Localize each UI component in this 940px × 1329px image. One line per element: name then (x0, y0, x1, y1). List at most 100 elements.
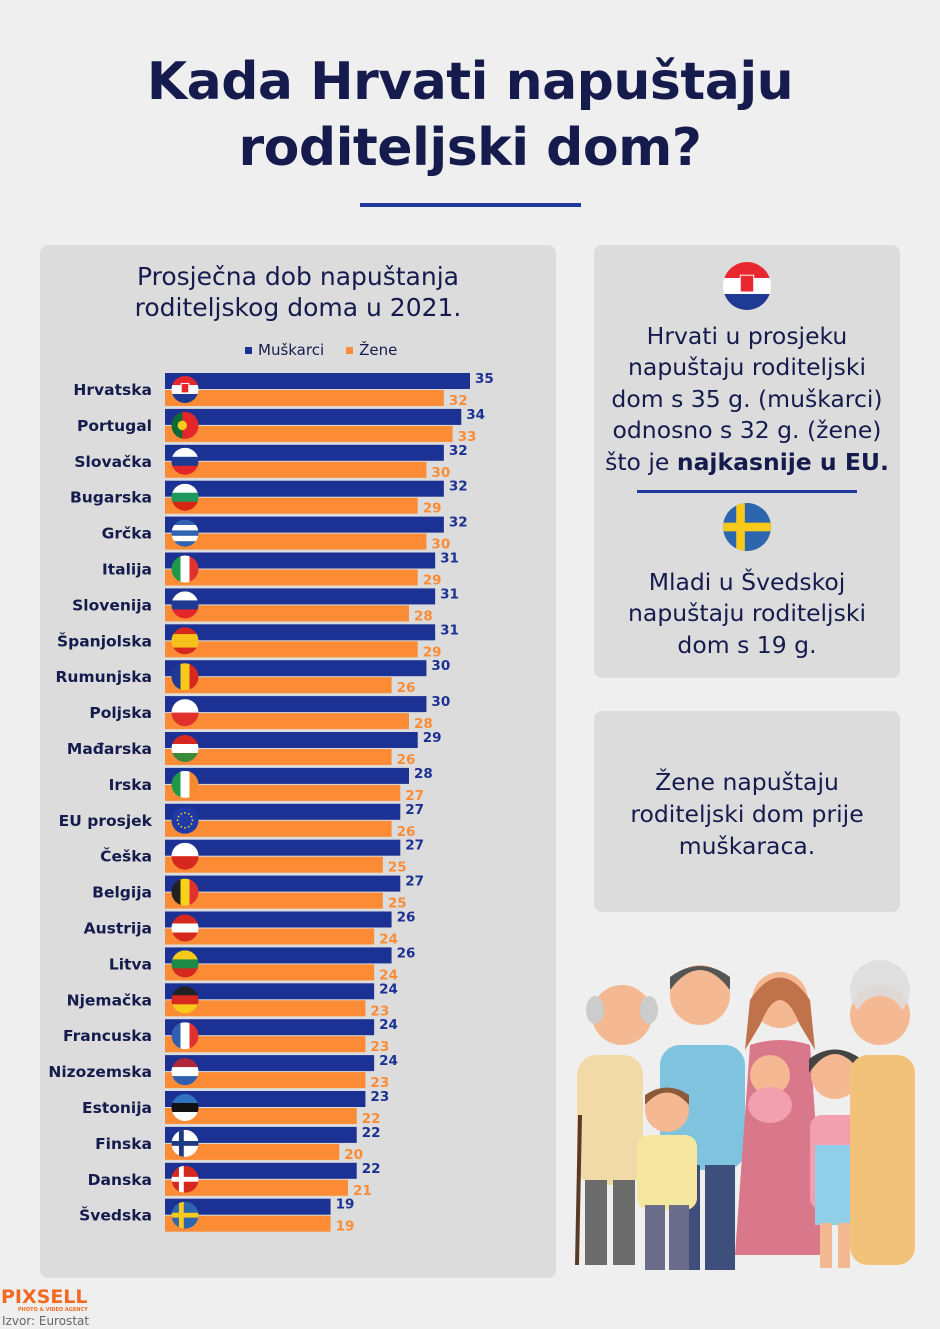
category-label: EU prosjek (59, 812, 153, 830)
flag-icon (171, 663, 199, 691)
chart-legend: Muškarci Žene (245, 341, 397, 359)
category-label: Češka (100, 847, 152, 866)
bar-men (165, 696, 427, 713)
chart-row: Portugal 34 33 (77, 407, 485, 445)
bar-men (165, 983, 375, 1000)
flag-icon (171, 986, 199, 1014)
category-label: Rumunjska (56, 668, 153, 686)
chart-row: Irska 28 27 (109, 766, 433, 804)
bar-women (165, 1108, 357, 1124)
bar-women (165, 1179, 348, 1196)
flag-italy-icon (171, 555, 199, 583)
value-label-men: 27 (405, 838, 424, 854)
grandpa-figure (575, 985, 658, 1266)
category-label: Njemačka (67, 991, 152, 1009)
women-text-2: roditeljski dom prije (630, 800, 864, 828)
category-label: Estonija (82, 1099, 152, 1117)
sweden-text-1: Mladi u Švedskoj (648, 568, 846, 596)
value-label-men: 31 (440, 551, 459, 567)
flag-ireland-icon (171, 770, 199, 798)
bar-men (165, 552, 436, 569)
bar-men (165, 444, 444, 461)
value-label-men: 34 (466, 407, 485, 423)
bar-men (165, 588, 436, 605)
flag-netherlands-icon (171, 1058, 199, 1086)
flag-estonia-icon (171, 1094, 199, 1121)
flag-icon (171, 735, 199, 762)
bar-women (165, 641, 418, 658)
bar-men (165, 875, 401, 892)
chart-panel: Prosječna dob napuštanja roditeljskog do… (40, 245, 556, 1278)
value-label-men: 31 (440, 586, 459, 602)
category-label: Bugarska (70, 489, 152, 507)
bar-women (165, 569, 418, 586)
bar-women (165, 533, 427, 550)
value-label-men: 32 (449, 479, 468, 495)
flag-icon (171, 842, 199, 870)
value-label-women: 24 (379, 967, 398, 983)
flag-portugal-icon (171, 411, 199, 439)
flag-icon (171, 1201, 199, 1229)
bar-men (165, 911, 392, 928)
value-label-men: 26 (397, 945, 416, 961)
value-label-women: 28 (414, 608, 433, 624)
women-text-3: muškaraca. (678, 832, 816, 860)
bar-women (165, 964, 375, 981)
bar-men (165, 624, 436, 641)
chart-row: Bugarska 32 29 (70, 479, 468, 517)
croatia-text-4: odnosno s 32 g. (žene) (612, 416, 882, 444)
value-label-women: 26 (397, 824, 416, 840)
bar-women (165, 461, 427, 478)
flag-bulgaria-icon (171, 483, 199, 511)
bar-women (165, 856, 383, 873)
category-label: Austrija (84, 920, 152, 938)
category-label: Slovenija (72, 596, 152, 614)
category-label: Nizozemska (48, 1063, 152, 1081)
chart-row: Francuska 24 23 (63, 1017, 398, 1055)
value-label-men: 30 (431, 694, 450, 710)
chart-row: Hrvatska 35 32 (73, 371, 493, 409)
croatia-text-2: napuštaju roditeljski (628, 353, 866, 381)
info-panel-women: Žene napuštaju roditeljski dom prije muš… (594, 711, 900, 912)
flag-france-icon (171, 1022, 199, 1050)
value-label-women: 29 (423, 501, 442, 517)
logo-text: PIXSELL (1, 1286, 88, 1308)
croatia-text-5: što je najkasnije u EU. (594, 447, 900, 479)
chart-row: Nizozemska 24 23 (48, 1053, 398, 1091)
value-label-men: 27 (405, 802, 424, 818)
bar-women (165, 784, 401, 801)
croatia-text-5-bold: najkasnije u EU. (676, 448, 889, 476)
chart-row: Slovačka 32 30 (74, 443, 467, 481)
legend-label-women: Žene (359, 341, 398, 359)
croatia-text-3: dom s 35 g. (muškarci) (611, 385, 883, 413)
chart-row: Danska 22 21 (88, 1161, 381, 1199)
flag-icon (171, 878, 199, 906)
bar-women (165, 749, 392, 765)
chart-row: Italija 31 29 (102, 551, 459, 589)
flag-icon (171, 591, 199, 619)
chart-row: Litva 26 24 (109, 945, 416, 983)
flag-icon (171, 1094, 199, 1121)
bar-men (165, 732, 418, 748)
bar-women (165, 1072, 366, 1089)
category-label: Hrvatska (73, 381, 152, 399)
value-label-women: 25 (388, 860, 407, 876)
flag-icon (171, 447, 199, 475)
bar-men (165, 516, 444, 533)
bar-men (165, 1019, 375, 1036)
legend-item-women: Žene (346, 341, 397, 359)
chart-row: Finska 22 20 (95, 1125, 380, 1163)
value-label-women: 19 (336, 1219, 355, 1235)
flag-icon (171, 806, 199, 834)
value-label-women: 23 (370, 1039, 389, 1055)
bar-women (165, 928, 375, 945)
flag-hungary-icon (171, 735, 199, 762)
category-label: Španjolska (57, 631, 152, 650)
flag-icon (171, 1022, 199, 1050)
category-label: Portugal (77, 417, 152, 435)
value-label-women: 23 (370, 1003, 389, 1019)
legend-item-men: Muškarci (245, 341, 324, 359)
title-underline (360, 203, 581, 207)
croatia-text-5-prefix: što je (605, 448, 677, 476)
